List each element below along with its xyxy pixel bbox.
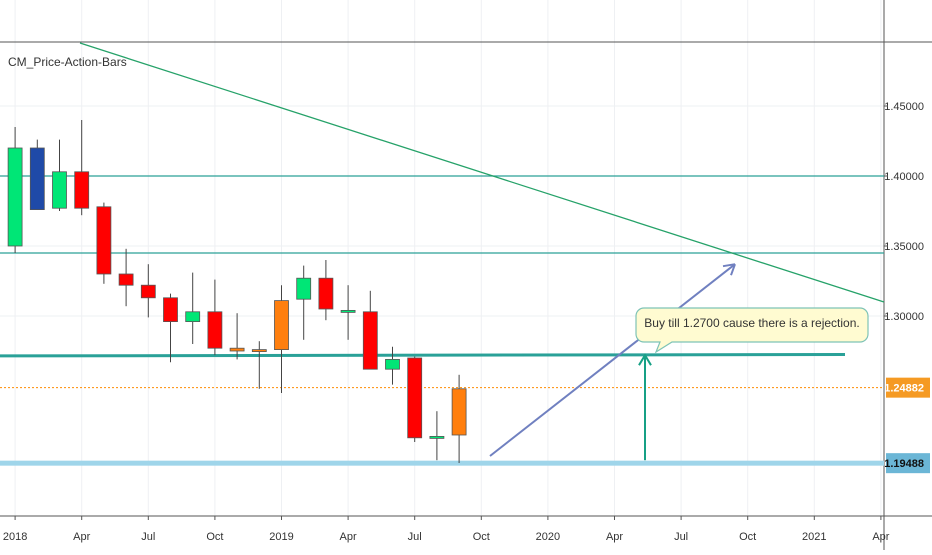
candle: [207, 279, 223, 356]
annotation-text: Buy till 1.2700 cause there is a rejecti…: [644, 316, 859, 330]
candle-body: [229, 347, 245, 352]
candle: [318, 260, 334, 321]
time-tick-label: 2020: [536, 531, 560, 543]
target-line-1.27: [0, 353, 846, 358]
price-tick-label: 1.40000: [884, 171, 924, 183]
candle-body: [52, 171, 67, 209]
candle: [229, 313, 245, 360]
time-tick-label: Apr: [606, 531, 623, 543]
price-tag: [886, 453, 930, 474]
candle: [74, 120, 90, 216]
candle-body: [274, 300, 289, 351]
horizontal-levels: [0, 175, 884, 466]
time-tick-label: Jul: [674, 531, 688, 543]
candle-body: [74, 171, 90, 209]
candle-body: [362, 311, 378, 370]
time-tick-label: Oct: [473, 531, 490, 543]
price-tag-label: 1.19488: [884, 458, 924, 470]
candle-body: [207, 311, 223, 349]
time-tick-label: Apr: [872, 531, 889, 543]
time-tick-label: Jul: [408, 531, 422, 543]
descending-trendline: [79, 42, 885, 303]
time-tick-label: 2021: [802, 531, 826, 543]
candle: [451, 374, 467, 463]
projection-arrowhead: [722, 263, 736, 276]
candle-body: [7, 147, 23, 247]
candle: [385, 346, 400, 385]
candle: [296, 265, 312, 340]
candle: [140, 264, 156, 318]
price-tick-label: 1.30000: [884, 311, 924, 323]
annotation-callout[interactable]: Buy till 1.2700 cause there is a rejecti…: [635, 307, 869, 354]
candle-body: [29, 147, 45, 210]
candle-body: [296, 277, 312, 300]
time-tick-label: Oct: [206, 531, 223, 543]
drawings: Buy till 1.2700 cause there is a rejecti…: [79, 42, 885, 461]
candle-body: [385, 358, 400, 370]
price-tag: [886, 377, 930, 398]
price-tag-label: 1.24882: [884, 383, 924, 395]
time-axis[interactable]: 2018 Apr Jul Oct 2019 Apr Jul Oct 2020 Apr Jul Oct 2…: [3, 516, 890, 543]
candle: [407, 356, 423, 442]
candle-body: [451, 388, 467, 436]
indicator-label: CM_Price-Action-Bars: [8, 55, 127, 69]
time-tick-label: 2018: [3, 531, 27, 543]
candle: [52, 139, 67, 211]
candle: [362, 290, 378, 370]
candle-body: [140, 284, 156, 299]
candle: [185, 272, 201, 344]
candle-body: [163, 297, 178, 322]
candle: [29, 139, 45, 210]
time-tick-label: Apr: [340, 531, 357, 543]
candle: [118, 248, 134, 307]
candle: [7, 127, 23, 253]
candle-body: [407, 357, 423, 439]
price-tick-label: 1.35000: [884, 241, 924, 253]
candle-body: [251, 349, 267, 353]
candle: [340, 285, 356, 340]
candle-body: [429, 435, 445, 439]
candle-body: [96, 206, 112, 275]
candle: [429, 411, 445, 461]
candle: [96, 202, 112, 284]
price-axis[interactable]: 1.45000 1.40000 1.35000 1.30000 1.24882 1.194…: [884, 101, 930, 474]
candle-body: [340, 309, 356, 313]
projection-arrow: [489, 263, 736, 457]
price-tick-label: 1.45000: [884, 101, 924, 113]
support-band: [0, 460, 884, 466]
annotation-bubble: [635, 307, 869, 354]
candle-body: [185, 311, 201, 322]
candle: [163, 293, 178, 363]
time-tick-label: Apr: [73, 531, 90, 543]
time-tick-label: Oct: [739, 531, 756, 543]
candle-body: [118, 273, 134, 286]
candle-body: [318, 277, 334, 310]
target-arrowhead: [638, 353, 652, 366]
candle: [274, 285, 289, 393]
time-tick-label: 2019: [269, 531, 293, 543]
candle: [251, 341, 267, 389]
time-tick-label: Jul: [141, 531, 155, 543]
candles: [7, 120, 467, 463]
